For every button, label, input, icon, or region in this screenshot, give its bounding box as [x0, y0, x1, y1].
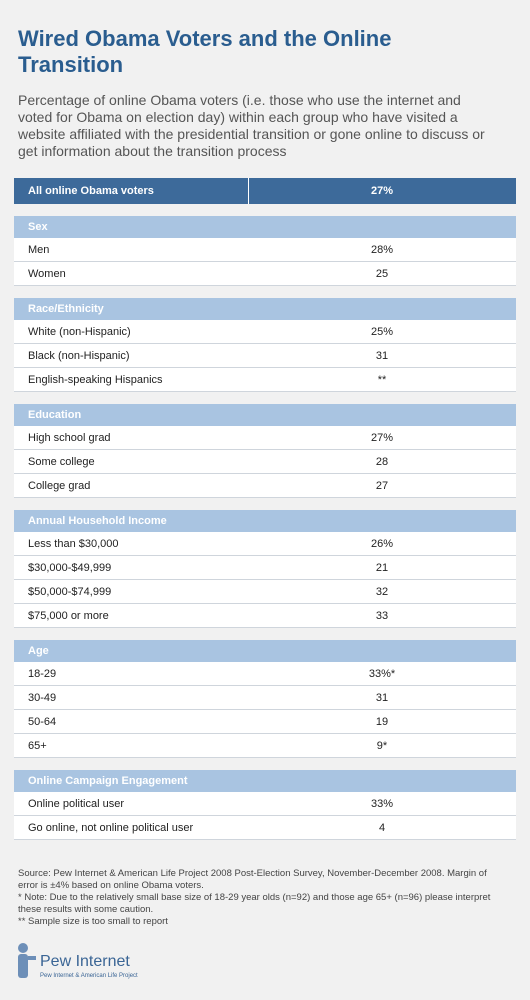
row-label: College grad	[28, 480, 91, 492]
row-label: $30,000-$49,999	[28, 562, 112, 574]
row-value: 32	[375, 586, 389, 598]
row-value: 26%	[370, 538, 394, 550]
note: * Note: Due to the relatively small base…	[18, 892, 491, 915]
row-label: Some college	[28, 456, 95, 468]
row-label: Less than $30,000	[28, 538, 119, 550]
table-row: College grad 27	[14, 474, 516, 498]
table-row: 30-49 31	[14, 686, 516, 710]
note: Source: Pew Internet & American Life Pro…	[18, 868, 487, 891]
row-value: 27	[375, 480, 389, 492]
row-value: 25%	[370, 326, 394, 338]
table-row: Black (non-Hispanic) 31	[14, 344, 516, 368]
row-label: Go online, not online political user	[28, 822, 194, 834]
row-value: 33%*	[368, 668, 396, 680]
note: ** Sample size is too small to report	[18, 916, 168, 927]
row-value: 31	[375, 350, 389, 362]
group-title: Race/Ethnicity	[28, 303, 104, 315]
row-label: Black (non-Hispanic)	[28, 350, 130, 362]
group-header: Age	[14, 640, 516, 662]
row-label: 18-29	[28, 668, 57, 680]
table-row: $30,000-$49,999 21	[14, 556, 516, 580]
logo-tagline: Pew Internet & American Life Project	[40, 973, 138, 979]
row-label: English-speaking Hispanics	[28, 374, 163, 386]
group-header: Education	[14, 404, 516, 426]
logo-name: Pew Internet	[40, 953, 130, 970]
row-value: 25	[375, 268, 389, 280]
table-row: 18-29 33%*	[14, 662, 516, 686]
row-value: **	[377, 374, 387, 386]
group-title: Sex	[28, 221, 48, 233]
group-header: Annual Household Income	[14, 510, 516, 532]
row-label: 50-64	[28, 716, 57, 728]
header-label: All online Obama voters	[28, 185, 154, 197]
group-header: Sex	[14, 216, 516, 238]
table-row: 65+ 9*	[14, 734, 516, 758]
group-title: Age	[28, 645, 49, 657]
row-label: Online political user	[28, 798, 124, 810]
table-row: White (non-Hispanic) 25%	[14, 320, 516, 344]
row-value: 19	[375, 716, 389, 728]
table-row: $50,000-$74,999 32	[14, 580, 516, 604]
row-label: High school grad	[28, 432, 111, 444]
table-row: 50-64 19	[14, 710, 516, 734]
row-value: 9*	[376, 740, 388, 752]
table-row: Online political user 33%	[14, 792, 516, 816]
column-divider	[248, 178, 249, 204]
table-row: English-speaking Hispanics **	[14, 368, 516, 392]
row-label: 65+	[28, 740, 47, 752]
notes: Source: Pew Internet & American Life Pro…	[18, 868, 498, 928]
row-value: 33	[375, 610, 389, 622]
table-row: Men 28%	[14, 238, 516, 262]
row-label: White (non-Hispanic)	[28, 326, 131, 338]
row-value: 21	[375, 562, 389, 574]
row-label: $50,000-$74,999	[28, 586, 112, 598]
row-value: 28	[375, 456, 389, 468]
group-title: Education	[28, 409, 82, 421]
group-header: Online Campaign Engagement	[14, 770, 516, 792]
header-value: 27%	[370, 185, 394, 197]
subtitle: Percentage of online Obama voters (i.e. …	[18, 92, 485, 159]
table-row: Women 25	[14, 262, 516, 286]
table-row: Less than $30,000 26%	[14, 532, 516, 556]
header-row: All online Obama voters 27%	[14, 178, 516, 204]
row-value: 27%	[370, 432, 394, 444]
group-title: Online Campaign Engagement	[28, 775, 188, 787]
table-row: Go online, not online political user 4	[14, 816, 516, 840]
row-value: 28%	[370, 244, 394, 256]
group-header: Race/Ethnicity	[14, 298, 516, 320]
row-value: 33%	[370, 798, 394, 810]
table-row: $75,000 or more 33	[14, 604, 516, 628]
table-row: Some college 28	[14, 450, 516, 474]
row-value: 31	[375, 692, 389, 704]
logo: Pew Internet Pew Internet & American Lif…	[18, 943, 138, 979]
row-label: Women	[28, 268, 66, 280]
group-title: Annual Household Income	[28, 515, 167, 527]
title: Wired Obama Voters and the Online Transi…	[18, 26, 392, 77]
row-label: 30-49	[28, 692, 57, 704]
row-label: $75,000 or more	[28, 610, 109, 622]
table-row: High school grad 27%	[14, 426, 516, 450]
row-label: Men	[28, 244, 50, 256]
row-value: 4	[378, 822, 386, 834]
